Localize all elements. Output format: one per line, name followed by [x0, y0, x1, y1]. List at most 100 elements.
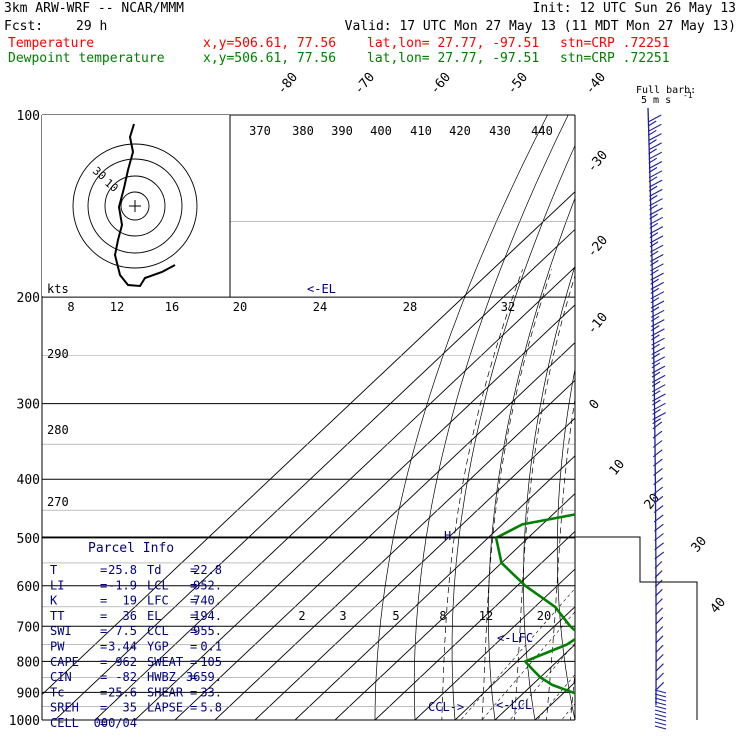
- theta-label: 370: [249, 124, 271, 138]
- pressure-tick-label: 1000: [9, 714, 40, 729]
- isotherm-line: [94, 266, 575, 720]
- wind-barb: [649, 204, 658, 211]
- wind-barb: [649, 250, 659, 257]
- ccl-marker: CCL->: [428, 700, 464, 714]
- wind-barb: [650, 297, 660, 304]
- parcel-equals: =: [190, 624, 197, 638]
- parcel-param-label: CELL: [50, 716, 79, 730]
- moist-adiabat-line: [481, 269, 553, 720]
- parcel-param-label: LFC: [147, 594, 169, 608]
- wind-barb: [654, 725, 667, 730]
- isotherm-label: -30: [585, 148, 612, 176]
- hodo-speed-label: 24: [313, 300, 327, 314]
- wind-barb: [655, 616, 664, 625]
- wind-barb: [648, 142, 662, 151]
- wind-barb: [648, 123, 662, 132]
- wind-barb: [649, 226, 664, 235]
- wind-barb: [654, 705, 667, 710]
- isotherm-line: [454, 606, 575, 720]
- lcl-marker: <-LCL: [496, 698, 532, 712]
- wind-barb: [647, 114, 662, 123]
- wind-barb: [654, 717, 667, 722]
- mixing-ratio-label: 3: [339, 609, 346, 623]
- dry-adiabat-line: [682, 115, 740, 733]
- lfc-marker: <-LFC: [497, 631, 533, 645]
- parcel-param-label: TT: [50, 609, 64, 623]
- parcel-param-label: Td: [147, 563, 161, 577]
- el-marker: <-EL: [307, 282, 336, 296]
- wind-barb: [650, 291, 665, 300]
- wind-barb: [648, 157, 658, 164]
- wind-barb: [649, 232, 659, 239]
- parcel-param-value: 5.8: [200, 701, 222, 715]
- dry-adiabat-line: [451, 144, 575, 720]
- moist-adiabat-line: [513, 274, 575, 720]
- wind-barb: [652, 402, 666, 411]
- hodograph-trace: [113, 123, 176, 288]
- wind-barb: [654, 697, 667, 702]
- wind-barb: [650, 254, 664, 262]
- mixing-ratio-label: 2: [298, 609, 305, 623]
- parcel-param-label: T: [50, 563, 57, 577]
- wind-barb: [651, 319, 665, 328]
- parcel-param-value: 194.: [193, 609, 222, 623]
- wind-barb: [648, 185, 658, 192]
- parcel-param-value: 25.6: [108, 685, 137, 699]
- parcel-param-label: SREH: [50, 701, 79, 715]
- wind-barb: [654, 570, 663, 579]
- parcel-param-label: HWBZ: [147, 670, 176, 684]
- wind-barb: [656, 681, 665, 690]
- parcel-param-value: 7.5: [115, 624, 137, 638]
- wind-barb: [647, 120, 657, 127]
- wind-barb: [652, 440, 663, 448]
- parcel-equals: =: [100, 640, 107, 654]
- wind-barb: [651, 374, 666, 383]
- parcel-param-value: 0.1: [200, 640, 222, 654]
- hodo-speed-label: 12: [110, 300, 124, 314]
- wind-barb: [649, 222, 659, 229]
- wind-barb: [652, 418, 661, 425]
- temperature-legend: Temperature: [8, 36, 95, 51]
- wind-barb: [651, 328, 665, 337]
- isotherm-label: 10: [607, 457, 629, 479]
- parcel-param-value: 962: [115, 655, 137, 669]
- wind-barb: [655, 654, 664, 662]
- parcel-equals: =: [190, 685, 197, 699]
- parcel-equals: =: [190, 670, 197, 684]
- parcel-param-value: 35: [123, 701, 137, 715]
- temperature-station: stn=CRP .72251: [560, 36, 670, 51]
- parcel-equals: =: [100, 655, 107, 669]
- parcel-param-label: YGP: [147, 640, 169, 654]
- parcel-equals: =: [100, 716, 107, 730]
- parcel-equals: =: [190, 609, 197, 623]
- wind-barb: [651, 356, 666, 365]
- forecast-label: Fcst:: [4, 19, 44, 34]
- wind-barb: [650, 315, 660, 322]
- wind-barb: [648, 167, 658, 173]
- wind-barb: [653, 505, 664, 514]
- parcel-equals: =: [100, 609, 107, 623]
- isotherm-line: [601, 87, 740, 733]
- wind-barb: [650, 278, 659, 285]
- parcel-panel-outline: [42, 536, 698, 720]
- wind-barb: [655, 607, 663, 616]
- parcel-param-label: CCL: [147, 624, 169, 638]
- parcel-info-title: Parcel Info: [88, 541, 174, 556]
- wind-barb: [653, 486, 664, 495]
- wind-barb: [648, 139, 657, 146]
- wind-barb: [649, 213, 658, 220]
- dry-adiabat-line: [711, 115, 740, 733]
- pressure-tick-label: 400: [17, 473, 40, 488]
- wind-barb: [656, 672, 664, 681]
- wind-barb: [648, 170, 663, 179]
- wind-barb: [655, 644, 664, 653]
- mixing-ratio-label: 20: [537, 609, 551, 623]
- parcel-equals: =: [190, 578, 197, 592]
- wind-barb: [652, 408, 661, 415]
- parcel-param-label: LCL: [147, 578, 169, 592]
- wind-barb: [656, 663, 664, 672]
- h-marker: H: [444, 529, 451, 543]
- init-time: Init: 12 UTC Sun 26 May 13: [532, 1, 737, 16]
- theta-side-label: 290: [47, 347, 69, 361]
